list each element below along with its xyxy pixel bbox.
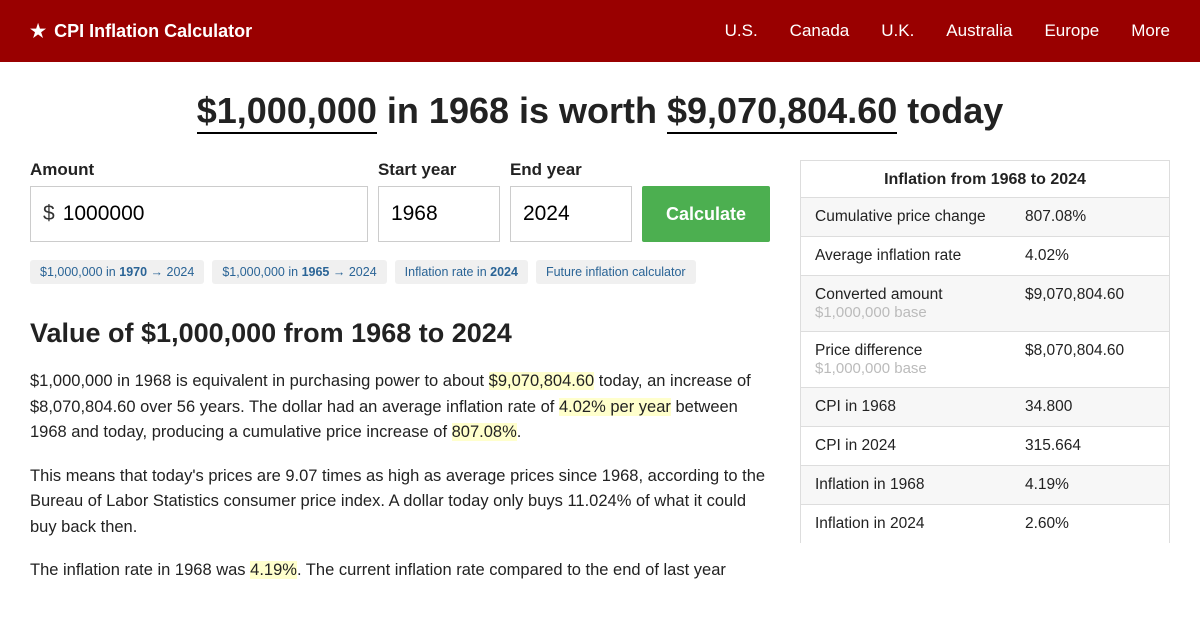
stats-table: Inflation from 1968 to 2024 Cumulative p… — [800, 160, 1170, 543]
brand-text: CPI Inflation Calculator — [54, 21, 252, 42]
section-title: Value of $1,000,000 from 1968 to 2024 — [30, 318, 770, 349]
stat-row-cpi-2024: CPI in 2024 315.664 — [801, 426, 1169, 465]
header-bar: ★ CPI Inflation Calculator U.S. Canada U… — [0, 0, 1200, 62]
stat-row-difference: Price difference$1,000,000 base $8,070,8… — [801, 331, 1169, 387]
top-nav: U.S. Canada U.K. Australia Europe More — [725, 21, 1170, 41]
stat-row-cpi-1968: CPI in 1968 34.800 — [801, 387, 1169, 426]
stat-row-converted: Converted amount$1,000,000 base $9,070,8… — [801, 275, 1169, 331]
stat-row-inflation-2024: Inflation in 2024 2.60% — [801, 504, 1169, 543]
amount-input[interactable] — [63, 202, 355, 226]
paragraph-1: $1,000,000 in 1968 is equivalent in purc… — [30, 369, 770, 446]
nav-australia[interactable]: Australia — [946, 21, 1012, 41]
chip-future[interactable]: Future inflation calculator — [536, 260, 696, 284]
suggestion-chips: $1,000,000 in 1970 → 2024 $1,000,000 in … — [30, 260, 770, 284]
main-content: $1,000,000 in 1968 is worth $9,070,804.6… — [0, 62, 1200, 602]
paragraph-2: This means that today's prices are 9.07 … — [30, 464, 770, 541]
calculator-form: Amount $ Start year End year — [30, 160, 770, 242]
chip-1970[interactable]: $1,000,000 in 1970 → 2024 — [30, 260, 204, 284]
calculate-button[interactable]: Calculate — [642, 186, 770, 242]
end-year-label: End year — [510, 160, 632, 180]
brand[interactable]: ★ CPI Inflation Calculator — [30, 21, 252, 42]
nav-more[interactable]: More — [1131, 21, 1170, 41]
chip-1965[interactable]: $1,000,000 in 1965 → 2024 — [212, 260, 386, 284]
amount-label: Amount — [30, 160, 368, 180]
nav-canada[interactable]: Canada — [790, 21, 850, 41]
star-icon: ★ — [30, 21, 46, 42]
title-amount: $1,000,000 — [197, 90, 377, 134]
stat-row-inflation-1968: Inflation in 1968 4.19% — [801, 465, 1169, 504]
title-result: $9,070,804.60 — [667, 90, 897, 134]
nav-europe[interactable]: Europe — [1044, 21, 1099, 41]
start-year-label: Start year — [378, 160, 500, 180]
start-year-input[interactable] — [391, 202, 487, 226]
nav-uk[interactable]: U.K. — [881, 21, 914, 41]
stat-row-avg-rate: Average inflation rate 4.02% — [801, 236, 1169, 275]
stats-title: Inflation from 1968 to 2024 — [801, 161, 1169, 197]
body-text: $1,000,000 in 1968 is equivalent in purc… — [30, 369, 770, 584]
stat-row-cumulative: Cumulative price change 807.08% — [801, 197, 1169, 236]
nav-us[interactable]: U.S. — [725, 21, 758, 41]
chip-rate-2024[interactable]: Inflation rate in 2024 — [395, 260, 528, 284]
page-title: $1,000,000 in 1968 is worth $9,070,804.6… — [30, 90, 1170, 132]
currency-prefix: $ — [43, 202, 55, 226]
paragraph-3: The inflation rate in 1968 was 4.19%. Th… — [30, 558, 770, 584]
end-year-input[interactable] — [523, 202, 619, 226]
